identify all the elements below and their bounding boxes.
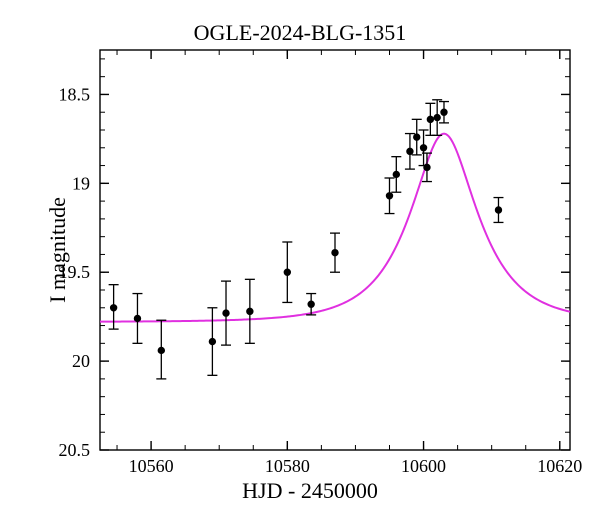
y-tick-label: 19.5 [59, 262, 91, 282]
x-tick-label: 10620 [537, 456, 582, 476]
x-tick-label: 10560 [129, 456, 174, 476]
y-tick-label: 19 [72, 173, 90, 193]
y-tick-label: 18.5 [59, 84, 91, 104]
x-tick-label: 10600 [401, 456, 446, 476]
data-points [109, 100, 504, 379]
x-tick-label: 10580 [265, 456, 310, 476]
chart-plot: 10560 10580 10600 10620 20.5 20 19.5 19 18.5 [0, 0, 600, 512]
chart-container: OGLE-2024-BLG-1351 I magnitude HJD - 245… [0, 0, 600, 512]
y-tick-label: 20.5 [59, 440, 91, 460]
y-tick-label: 20 [72, 351, 90, 371]
model-curve [100, 134, 570, 322]
